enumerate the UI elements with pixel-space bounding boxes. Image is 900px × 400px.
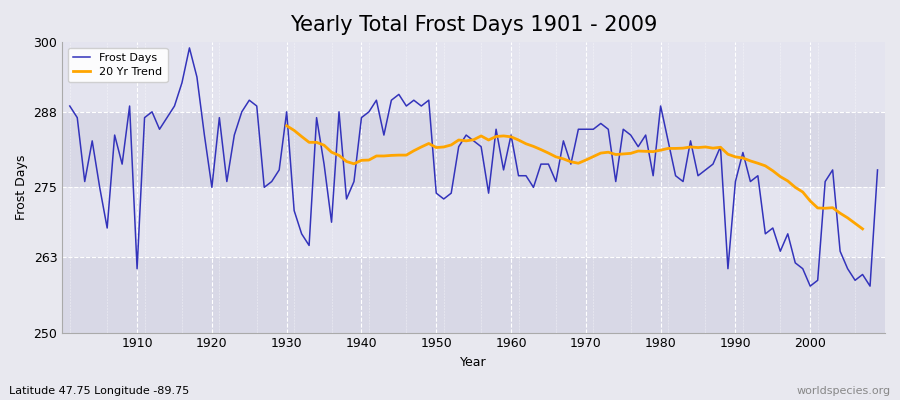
20 Yr Trend: [379, 154, 390, 158]
20 Yr Trend: [468, 137, 479, 142]
Text: Latitude 47.75 Longitude -89.75: Latitude 47.75 Longitude -89.75: [9, 386, 189, 396]
Frost Days: [872, 168, 883, 172]
Line: 20 Yr Trend: 20 Yr Trend: [287, 126, 862, 229]
X-axis label: Year: Year: [460, 356, 487, 369]
Frost Days: [296, 232, 307, 236]
Line: Frost Days: Frost Days: [70, 48, 878, 286]
20 Yr Trend: [693, 145, 704, 150]
Bar: [62, 257, 885, 332]
Title: Yearly Total Frost Days 1901 - 2009: Yearly Total Frost Days 1901 - 2009: [290, 15, 657, 35]
Frost Days: [124, 104, 135, 108]
Frost Days: [513, 173, 524, 178]
Y-axis label: Frost Days: Frost Days: [15, 155, 28, 220]
20 Yr Trend: [573, 161, 584, 166]
20 Yr Trend: [319, 143, 329, 148]
20 Yr Trend: [282, 123, 292, 128]
Frost Days: [65, 104, 76, 108]
Frost Days: [184, 46, 194, 50]
Text: worldspecies.org: worldspecies.org: [796, 386, 891, 396]
Bar: [62, 187, 885, 257]
Frost Days: [506, 133, 517, 138]
Frost Days: [341, 196, 352, 201]
Bar: [62, 112, 885, 187]
20 Yr Trend: [528, 144, 539, 149]
Bar: [62, 42, 885, 112]
Legend: Frost Days, 20 Yr Trend: Frost Days, 20 Yr Trend: [68, 48, 167, 82]
Frost Days: [603, 127, 614, 132]
20 Yr Trend: [857, 226, 868, 231]
Frost Days: [805, 284, 815, 288]
